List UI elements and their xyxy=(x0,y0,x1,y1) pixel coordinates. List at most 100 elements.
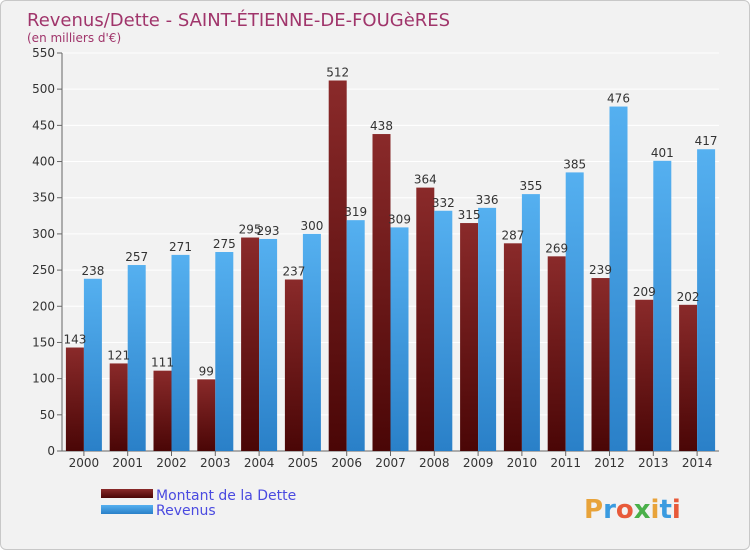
bars xyxy=(65,80,716,452)
y-tick-label: 0 xyxy=(47,444,55,458)
bar-dette-2013 xyxy=(635,299,654,451)
bar-dette-2009 xyxy=(460,223,479,451)
data-label-revenus-2007: 309 xyxy=(388,212,411,226)
bar-dette-2011 xyxy=(547,256,566,451)
y-tick-label: 150 xyxy=(32,335,55,349)
bar-dette-2001 xyxy=(109,363,128,451)
y-tick-label: 500 xyxy=(32,82,55,96)
x-tick-label: 2011 xyxy=(550,456,581,470)
y-tick-label: 350 xyxy=(32,191,55,205)
data-label-revenus-2014: 417 xyxy=(695,134,718,148)
bar-dette-2007 xyxy=(372,134,391,451)
data-label-dette-2014: 202 xyxy=(677,290,700,304)
data-label-dette-2005: 237 xyxy=(282,264,305,278)
bar-revenus-2014 xyxy=(697,149,716,451)
x-axis-ticks: 2000 2001 2002 2003 2004 2005 2006 2007 2008 2009… xyxy=(69,451,713,470)
data-label-revenus-2000: 238 xyxy=(81,264,104,278)
bar-dette-2003 xyxy=(197,379,216,451)
data-label-dette-2007: 438 xyxy=(370,119,393,133)
y-tick-label: 550 xyxy=(32,46,55,60)
data-label-dette-2000: 143 xyxy=(63,333,86,347)
data-label-dette-2006: 512 xyxy=(326,65,349,79)
bar-dette-2012 xyxy=(591,278,610,451)
data-label-dette-2009: 315 xyxy=(458,208,481,222)
data-label-dette-2001: 121 xyxy=(107,348,130,362)
data-label-dette-2004: 295 xyxy=(239,223,262,237)
x-tick-label: 2003 xyxy=(200,456,231,470)
y-tick-label: 400 xyxy=(32,155,55,169)
data-label-dette-2010: 287 xyxy=(501,228,524,242)
bar-revenus-2005 xyxy=(302,233,321,451)
data-label-revenus-2011: 385 xyxy=(563,157,586,171)
data-label-revenus-2012: 476 xyxy=(607,92,630,106)
data-label-revenus-2004: 293 xyxy=(257,224,280,238)
data-label-revenus-2003: 275 xyxy=(213,237,236,251)
data-label-revenus-2013: 401 xyxy=(651,146,674,160)
y-tick-label: 250 xyxy=(32,263,55,277)
bar-dette-2005 xyxy=(284,279,303,451)
x-tick-label: 2010 xyxy=(507,456,538,470)
x-tick-label: 2001 xyxy=(112,456,143,470)
data-label-dette-2013: 209 xyxy=(633,285,656,299)
legend: Montant de la Dette Revenus xyxy=(101,488,296,519)
x-tick-label: 2008 xyxy=(419,456,450,470)
bar-revenus-2008 xyxy=(434,210,453,451)
data-label-dette-2008: 364 xyxy=(414,173,437,187)
bar-revenus-2009 xyxy=(478,207,497,451)
y-tick-label: 450 xyxy=(32,118,55,132)
bar-dette-2004 xyxy=(241,237,260,451)
bar-revenus-2012 xyxy=(609,106,628,452)
y-tick-label: 50 xyxy=(40,408,55,422)
legend-swatch-revenus xyxy=(101,505,153,514)
legend-swatch-dette xyxy=(101,489,153,498)
bar-dette-2000 xyxy=(65,347,84,451)
x-tick-label: 2013 xyxy=(638,456,669,470)
x-tick-label: 2009 xyxy=(463,456,494,470)
bar-revenus-2006 xyxy=(346,220,365,451)
proxiti-logo: Proxiti xyxy=(584,495,681,525)
x-tick-label: 2004 xyxy=(244,456,275,470)
chart-title: Revenus/Dette - SAINT-ÉTIENNE-DE-FOUGèRE… xyxy=(27,9,450,31)
bar-revenus-2003 xyxy=(215,252,234,451)
bar-revenus-2007 xyxy=(390,227,409,451)
data-label-dette-2012: 239 xyxy=(589,263,612,277)
y-tick-label: 200 xyxy=(32,299,55,313)
x-tick-label: 2007 xyxy=(375,456,406,470)
data-label-revenus-2005: 300 xyxy=(300,219,323,233)
x-tick-label: 2006 xyxy=(331,456,362,470)
bar-dette-2002 xyxy=(153,370,172,451)
data-label-revenus-2002: 271 xyxy=(169,240,192,254)
data-label-revenus-2010: 355 xyxy=(519,179,542,193)
bar-revenus-2010 xyxy=(521,194,540,452)
data-label-dette-2002: 111 xyxy=(151,356,174,370)
x-tick-label: 2005 xyxy=(288,456,319,470)
bar-revenus-2002 xyxy=(171,254,190,451)
legend-label-revenus: Revenus xyxy=(156,503,216,519)
x-tick-label: 2014 xyxy=(682,456,713,470)
data-label-revenus-2006: 319 xyxy=(344,205,367,219)
bar-revenus-2004 xyxy=(259,238,278,451)
chart-subtitle: (en milliers d'€) xyxy=(27,31,121,45)
data-label-revenus-2001: 257 xyxy=(125,250,148,264)
x-tick-label: 2012 xyxy=(594,456,625,470)
bar-revenus-2011 xyxy=(565,172,584,451)
bar-revenus-2001 xyxy=(127,265,146,451)
y-axis-ticks: 0 50 100 150 200 250 300 350 400 450 500 550 xyxy=(32,46,55,458)
bar-revenus-2013 xyxy=(653,160,672,451)
bar-dette-2008 xyxy=(416,187,435,451)
x-tick-label: 2000 xyxy=(69,456,100,470)
data-label-dette-2003: 99 xyxy=(199,364,214,378)
data-label-revenus-2008: 332 xyxy=(432,196,455,210)
bar-revenus-2000 xyxy=(83,278,102,451)
data-label-revenus-2009: 336 xyxy=(476,193,499,207)
legend-label-dette: Montant de la Dette xyxy=(156,488,296,504)
data-label-dette-2011: 269 xyxy=(545,241,568,255)
y-tick-label: 300 xyxy=(32,227,55,241)
bar-dette-2006 xyxy=(328,80,347,452)
bar-dette-2010 xyxy=(503,243,522,451)
x-tick-label: 2002 xyxy=(156,456,187,470)
bar-dette-2014 xyxy=(679,304,698,451)
